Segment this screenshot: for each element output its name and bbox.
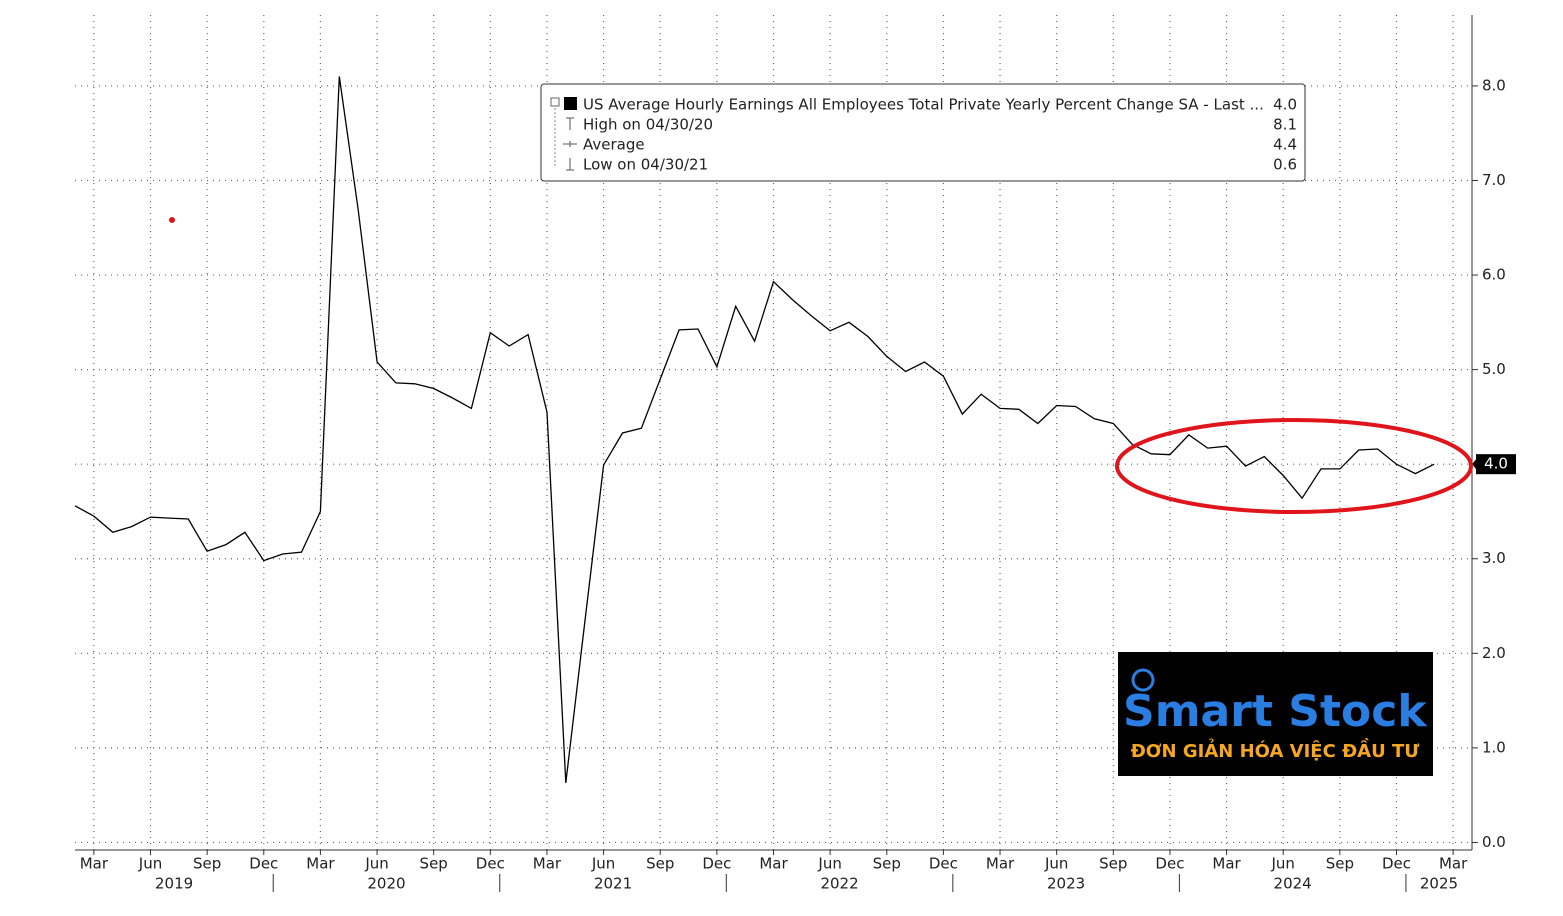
- plot: [74, 76, 1435, 783]
- y-tick-label: 7.0: [1482, 171, 1506, 189]
- x-tick-label: Jun: [1270, 855, 1294, 873]
- x-tick-label: Dec: [249, 855, 278, 873]
- legend-swatch: [564, 97, 577, 110]
- x-tick-label: Mar: [1439, 855, 1468, 873]
- watermark-brand: Smart Stock: [1123, 686, 1428, 737]
- x-year-label: 2024: [1274, 875, 1312, 893]
- series-line: [74, 76, 1435, 783]
- x-tick-label: Dec: [929, 855, 958, 873]
- x-tick-label: Sep: [1326, 855, 1354, 873]
- watermark: Smart Stock ĐƠN GIẢN HÓA VIỆC ĐẦU TƯ: [1118, 652, 1433, 776]
- legend-icon-low: [566, 158, 574, 171]
- x-tick-label: Dec: [1155, 855, 1184, 873]
- y-tick-label: 6.0: [1482, 266, 1506, 284]
- legend-label: US Average Hourly Earnings All Employees…: [583, 96, 1264, 114]
- x-tick-label: Dec: [1382, 855, 1411, 873]
- legend-label: Average: [583, 136, 645, 154]
- x-tick-label: Mar: [306, 855, 335, 873]
- x-tick-label: Mar: [759, 855, 788, 873]
- y-tick-label: 8.0: [1482, 76, 1506, 94]
- y-tick-label: 3.0: [1482, 549, 1506, 567]
- y-tick-label: 5.0: [1482, 360, 1506, 378]
- legend-value: 4.4: [1273, 136, 1297, 154]
- x-tick-label: Jun: [138, 855, 162, 873]
- highlight-ellipse: [1115, 418, 1473, 514]
- legend-box: [540, 83, 1306, 182]
- watermark-icon: [1131, 668, 1155, 692]
- x-tick-label: Sep: [646, 855, 674, 873]
- x-year-label: 2022: [820, 875, 858, 893]
- legend-icon-average: [563, 141, 577, 147]
- axes: 0.0 1.0 2.0 3.0 4.0 5.0 6.0 7.0 8.0 Mar Jun Sep Dec M…: [75, 15, 1516, 893]
- x-tick-label: Sep: [873, 855, 901, 873]
- legend-collapse: [550, 97, 560, 107]
- last-value-pointer: [1472, 458, 1477, 471]
- last-value-tag: [1476, 454, 1516, 475]
- x-tick-label: Mar: [1212, 855, 1241, 873]
- x-tick-label: Dec: [476, 855, 505, 873]
- watermark-bg: [1118, 652, 1433, 776]
- legend-value: 8.1: [1273, 116, 1297, 134]
- legend: US Average Hourly Earnings All Employees…: [540, 83, 1306, 182]
- x-tick-label: Sep: [193, 855, 221, 873]
- x-tick-label: Mar: [533, 855, 562, 873]
- legend-label: Low on 04/30/21: [583, 156, 708, 174]
- x-tick-label: Mar: [80, 855, 109, 873]
- last-value-label: 4.0: [1484, 455, 1508, 473]
- legend-icon-high: [566, 117, 574, 130]
- watermark-tagline: ĐƠN GIẢN HÓA VIỆC ĐẦU TƯ: [1131, 738, 1420, 762]
- x-tick-label: Sep: [1099, 855, 1127, 873]
- x-tick-label: Sep: [420, 855, 448, 873]
- x-tick-label: Jun: [1044, 855, 1068, 873]
- x-year-label: 2020: [367, 875, 405, 893]
- legend-label: High on 04/30/20: [583, 116, 713, 134]
- x-tick-label: Jun: [817, 855, 841, 873]
- y-tick-label: 0.0: [1482, 833, 1506, 851]
- legend-value: 4.0: [1273, 96, 1297, 114]
- x-tick-label: Dec: [702, 855, 731, 873]
- x-tick-label: Jun: [364, 855, 388, 873]
- y-tick-label: 1.0: [1482, 738, 1506, 756]
- x-year-label: 2025: [1420, 875, 1458, 893]
- x-tick-label: Mar: [986, 855, 1015, 873]
- x-tick-label: Jun: [591, 855, 615, 873]
- red-dot: [169, 217, 175, 223]
- x-year-label: 2019: [155, 875, 193, 893]
- x-year-label: 2023: [1047, 875, 1085, 893]
- y-tick-label: 2.0: [1482, 644, 1506, 662]
- x-year-label: 2021: [594, 875, 632, 893]
- legend-value: 0.6: [1273, 156, 1297, 174]
